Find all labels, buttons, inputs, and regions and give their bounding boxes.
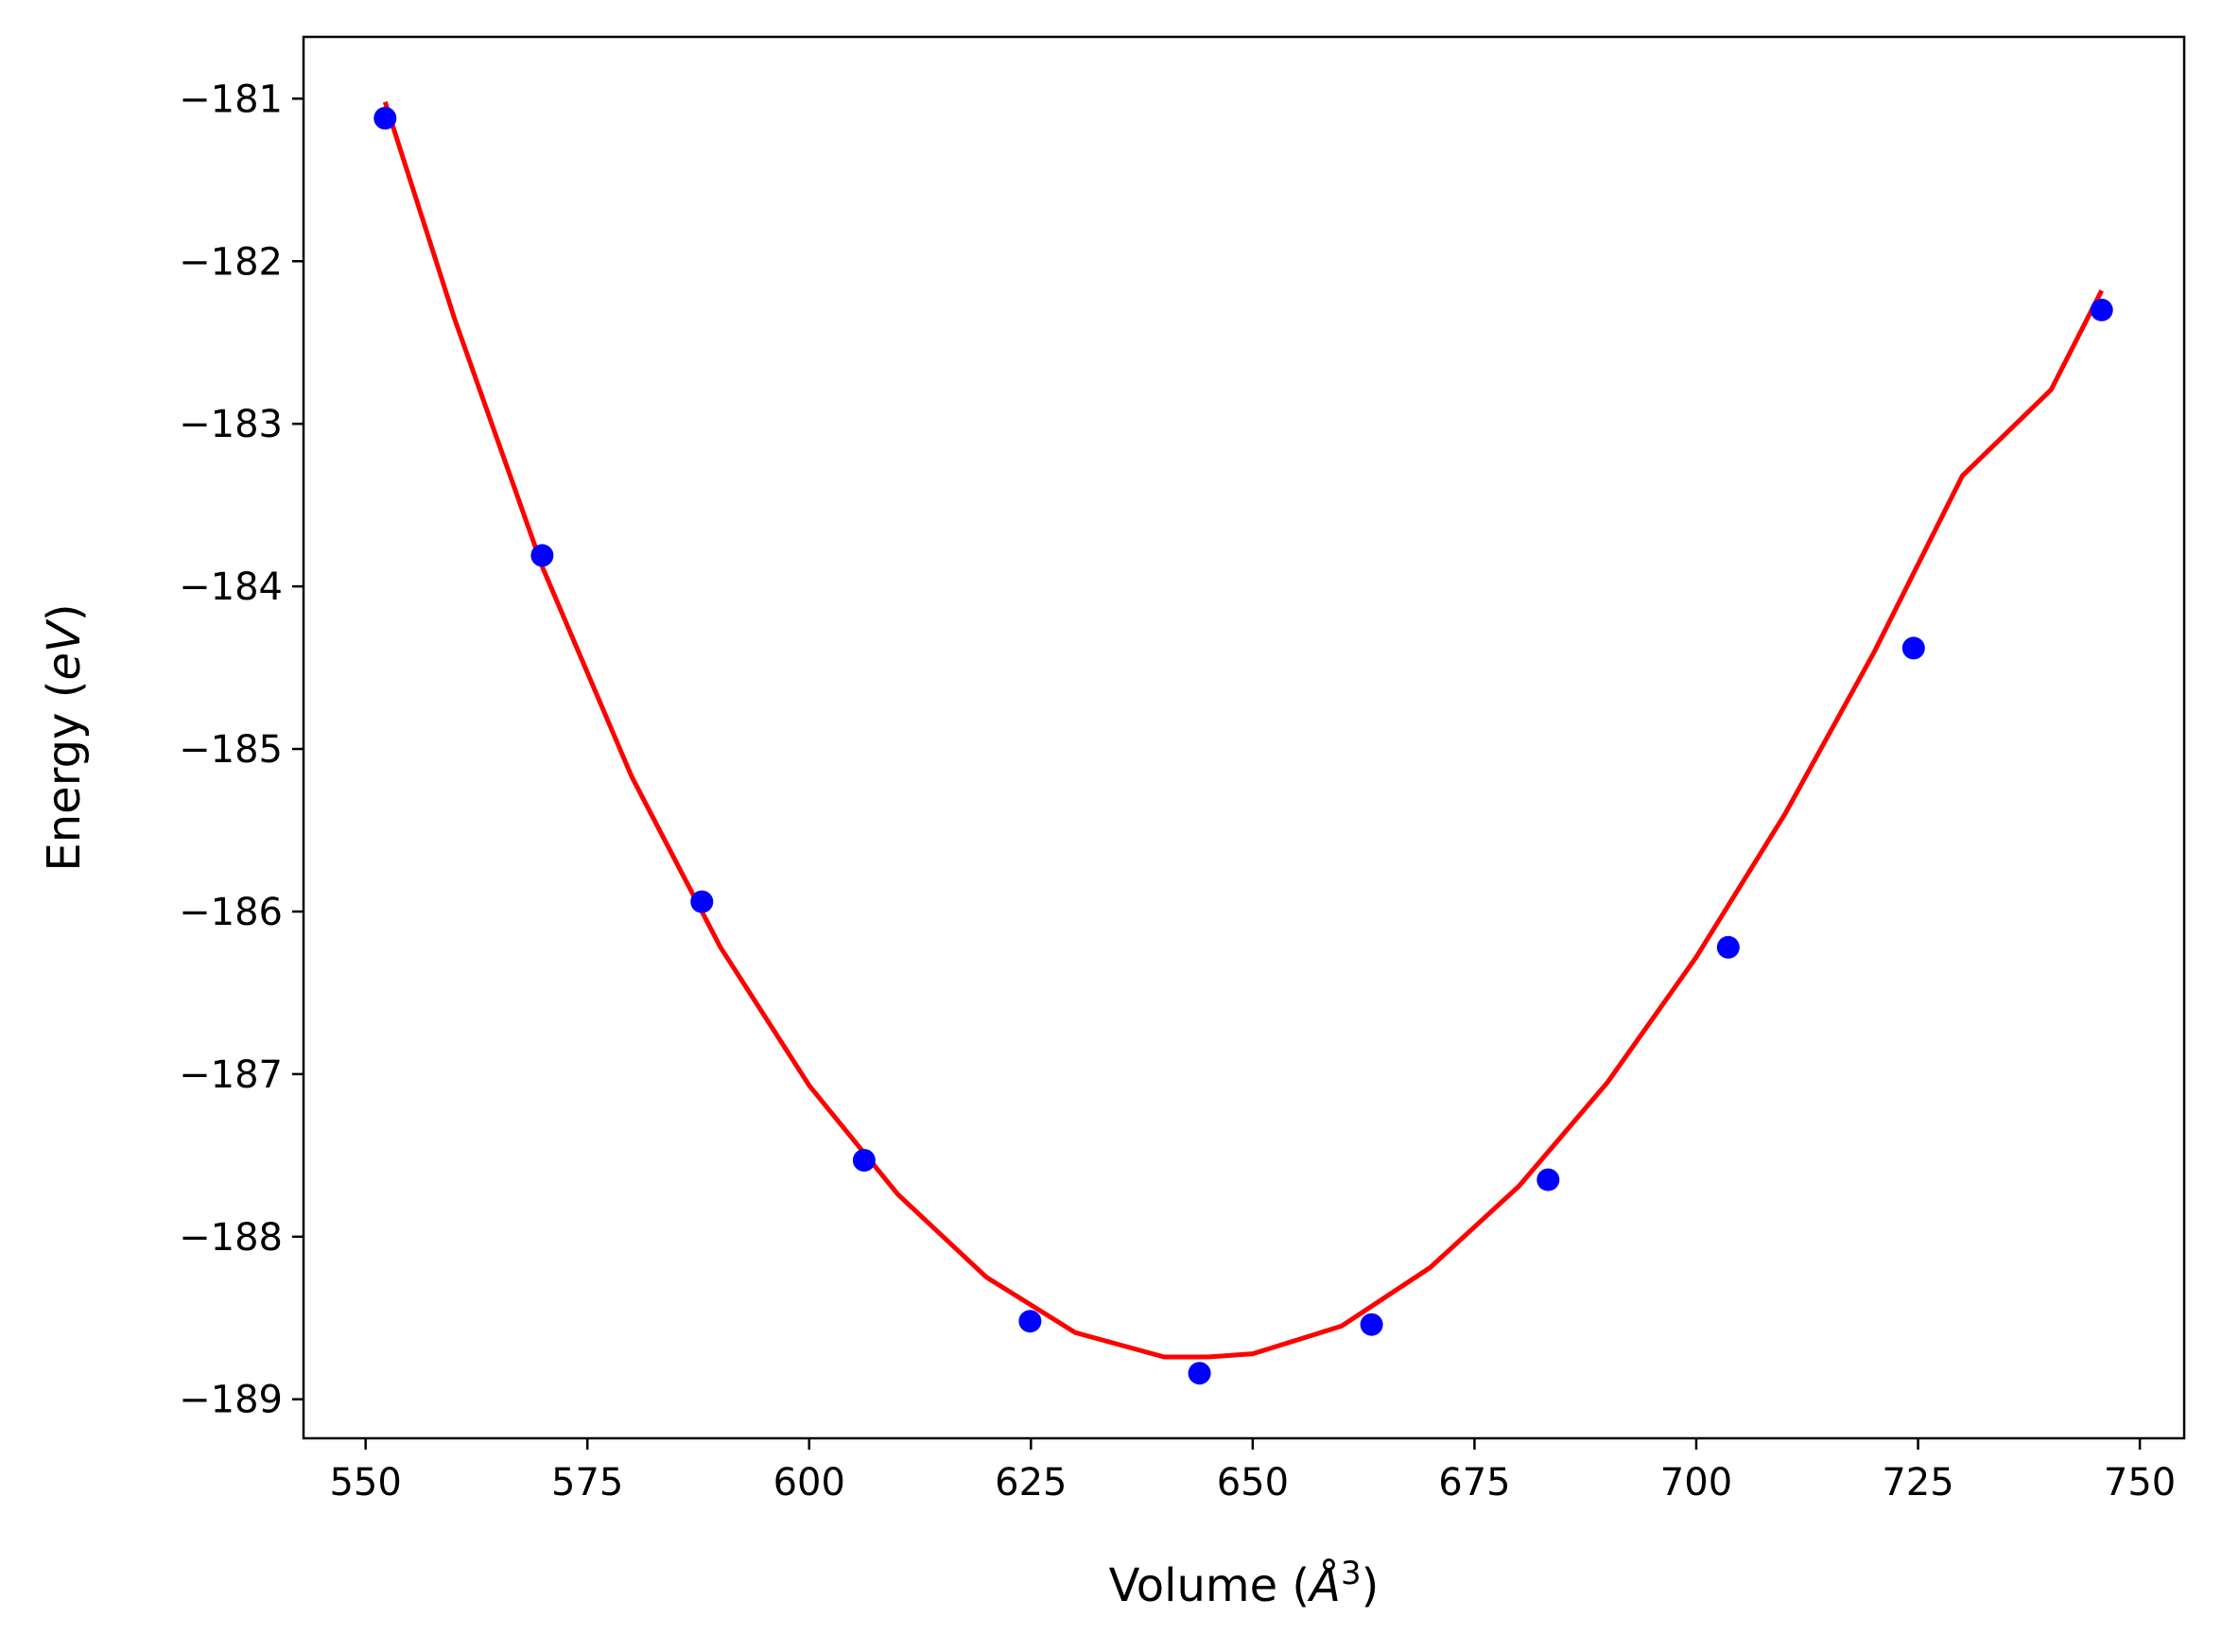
x-tick-label: 600 [773,1461,845,1504]
y-tick-label: −182 [179,240,283,284]
x-tick-label: 750 [2104,1461,2176,1504]
x-tick-label: 550 [329,1461,401,1504]
y-tick-label: −185 [179,728,283,772]
data-point [1188,1362,1211,1385]
data-point [1536,1168,1560,1191]
fit-curve [382,101,2104,1360]
x-tick-label: 700 [1660,1461,1732,1504]
plot-content [373,101,2113,1385]
x-axis-ticks: 550 575 600 625 650 675 700 725 750 [329,1438,2176,1504]
data-point [1716,935,1740,959]
data-point [852,1149,876,1172]
plot-frame [302,35,2186,1440]
y-tick-label: −188 [179,1216,283,1260]
data-point [1360,1313,1383,1336]
x-tick-label: 675 [1438,1461,1510,1504]
x-tick-label: 625 [995,1461,1067,1504]
data-point [690,890,714,913]
y-tick-label: −184 [179,565,283,609]
x-tick-label: 650 [1217,1461,1289,1504]
data-point [373,107,397,130]
data-point [1018,1310,1042,1333]
y-tick-label: −187 [179,1053,283,1097]
x-tick-label: 725 [1882,1461,1953,1504]
y-tick-label: −186 [179,891,283,934]
y-tick-label: −181 [179,78,283,121]
y-tick-label: −183 [179,403,283,446]
x-axis-title: Volume (Å3) [1109,1555,1380,1612]
data-point [530,544,554,567]
data-point [1901,636,1925,660]
data-point [2090,298,2113,322]
y-tick-label: −189 [179,1379,283,1422]
y-axis-title: Energy (eV) [38,603,91,871]
x-tick-label: 575 [551,1461,623,1504]
y-axis-ticks: −181 −182 −183 −184 −185 −186 −187 −188 −189 [179,78,304,1422]
